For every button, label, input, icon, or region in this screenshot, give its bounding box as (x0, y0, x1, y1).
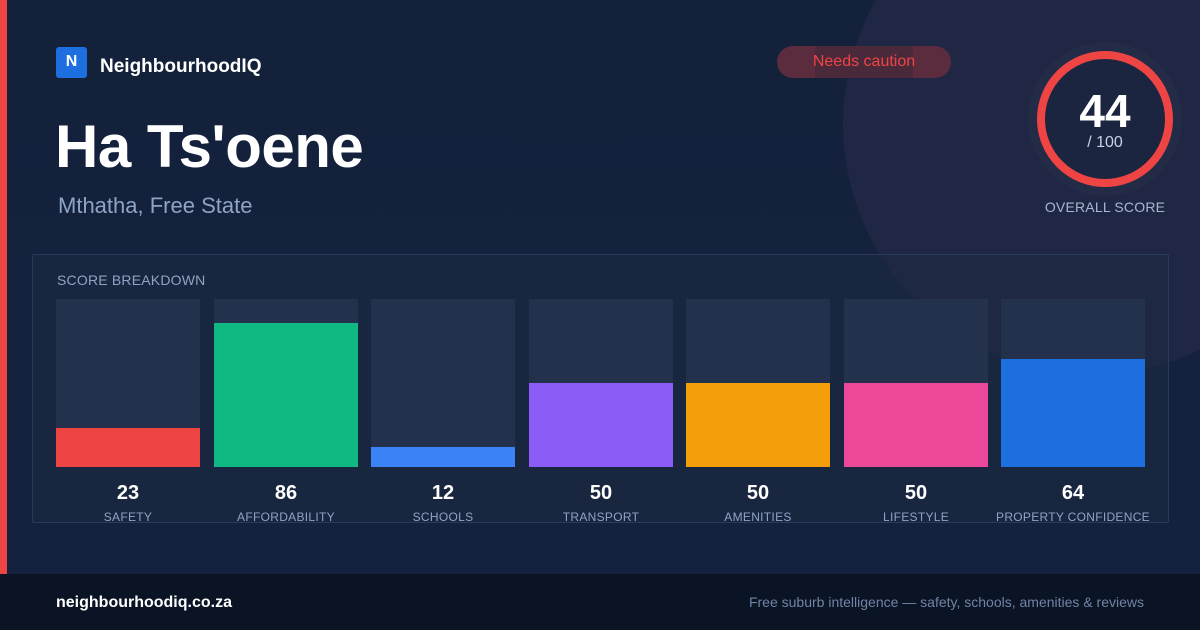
bar-fill (1001, 359, 1145, 467)
bar-track (56, 299, 200, 467)
bar-value: 64 (1061, 482, 1085, 504)
page-title: Ha Ts'oene (55, 113, 364, 180)
accent-stripe (0, 0, 7, 574)
brand-logo-icon: N (56, 46, 87, 78)
bar-fill (529, 383, 673, 467)
bar-label: TRANSPORT (562, 510, 640, 524)
bar-track (371, 299, 515, 467)
bar-label: AMENITIES (724, 510, 792, 524)
overall-score-label: OVERALL SCORE (1044, 199, 1166, 215)
bar-label: PROPERTY CONFIDENCE (996, 510, 1150, 524)
bar-label: AFFORDABILITY (237, 510, 335, 524)
bar-label: SCHOOLS (412, 510, 474, 524)
overall-score-value: 44 (1079, 85, 1131, 137)
suburb-location: Mthatha, Free State (58, 193, 253, 218)
bar-value: 50 (589, 482, 613, 504)
bar-track (214, 299, 358, 467)
score-breakdown-heading: SCORE BREAKDOWN (57, 272, 206, 288)
bar-track (844, 299, 988, 467)
score-bar-safety: 23 SAFETY (56, 299, 200, 524)
bar-value: 86 (274, 482, 298, 504)
brand: N NeighbourhoodIQ (56, 46, 261, 78)
overall-score-ring: 44 / 100 (1028, 42, 1182, 196)
bar-track (1001, 299, 1145, 467)
bar-fill (371, 447, 515, 467)
score-bar-property-confidence: 64 PROPERTY CONFIDENCE (996, 299, 1150, 524)
bar-fill (214, 323, 358, 467)
bar-fill (56, 428, 200, 467)
status-badge: Needs caution (777, 46, 951, 78)
footer-domain: neighbourhoodiq.co.za (56, 594, 232, 611)
score-ring-icon (1028, 42, 1182, 196)
bar-label: SAFETY (103, 510, 153, 524)
footer: neighbourhoodiq.co.za Free suburb intell… (0, 574, 1200, 630)
status-badge-label: Needs caution (812, 53, 916, 70)
score-bar-lifestyle: 50 LIFESTYLE (844, 299, 988, 524)
bar-value: 12 (431, 482, 455, 504)
bar-track (529, 299, 673, 467)
bar-value: 50 (904, 482, 928, 504)
bar-label: LIFESTYLE (882, 510, 950, 524)
bar-value: 23 (116, 482, 140, 504)
share-card: N NeighbourhoodIQ Needs caution Ha Ts'oe… (0, 0, 1200, 574)
brand-name: NeighbourhoodIQ (100, 56, 262, 77)
overall-score-max: / 100 (1087, 134, 1123, 151)
score-bar-schools: 12 SCHOOLS (371, 299, 515, 524)
score-ring-arc (1037, 51, 1173, 187)
bar-track (686, 299, 830, 467)
score-breakdown-panel: SCORE BREAKDOWN 23 SAFETY 86 AFFORDABILITY 1… (32, 254, 1169, 524)
bar-fill (844, 383, 988, 467)
footer-tagline: Free suburb intelligence — safety, schoo… (748, 594, 1144, 610)
score-bar-amenities: 50 AMENITIES (686, 299, 830, 524)
score-bar-affordability: 86 AFFORDABILITY (214, 299, 358, 524)
bar-value: 50 (746, 482, 770, 504)
bar-fill (686, 383, 830, 467)
score-bar-transport: 50 TRANSPORT (529, 299, 673, 524)
